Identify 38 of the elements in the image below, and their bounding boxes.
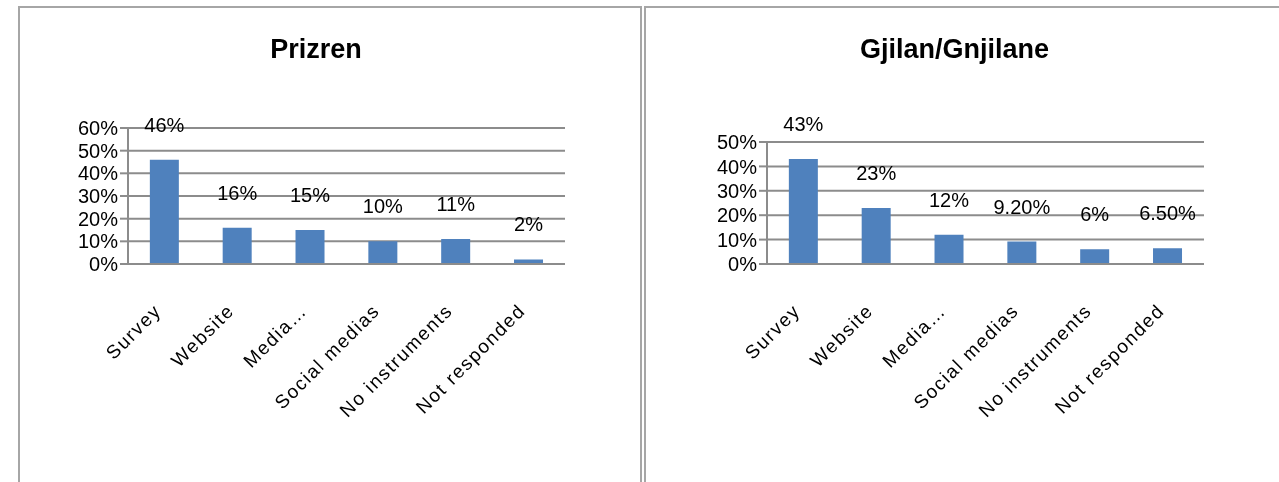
bar: [368, 241, 398, 264]
bar: [295, 230, 325, 264]
bar: [441, 239, 471, 264]
y-tick-label: 10%: [716, 228, 758, 251]
y-tick-label: 50%: [77, 139, 119, 162]
bar: [788, 159, 818, 264]
y-tick-label: 20%: [77, 207, 119, 230]
bar: [1007, 241, 1037, 264]
data-label: 11%: [436, 193, 476, 216]
data-label: 9.20%: [993, 195, 1051, 218]
bar: [1080, 249, 1110, 264]
data-label: 43%: [783, 113, 824, 136]
data-label: 2%: [514, 213, 544, 236]
y-tick-label: 30%: [716, 179, 758, 202]
chart-title: Gjilan/Gnjilane: [858, 34, 1050, 65]
y-tick-label: 10%: [77, 230, 119, 253]
data-label: 16%: [217, 181, 258, 204]
data-label: 6%: [1080, 203, 1110, 226]
data-label: 10%: [362, 195, 404, 218]
chart-title: Prizren: [269, 34, 363, 65]
data-label: 23%: [856, 161, 897, 184]
bar: [149, 159, 179, 264]
y-tick-label: 30%: [77, 185, 119, 208]
bar: [861, 207, 891, 264]
bar: [222, 227, 252, 264]
data-label: 15%: [290, 184, 331, 206]
bar: [934, 234, 964, 264]
y-tick-label: 40%: [77, 162, 119, 185]
data-label: 12%: [929, 188, 970, 211]
y-tick-label: 50%: [716, 131, 758, 154]
y-tick-label: 0%: [728, 253, 758, 276]
data-label: 46%: [144, 113, 185, 136]
y-tick-label: 0%: [89, 253, 119, 276]
y-tick-label: 20%: [716, 204, 758, 227]
y-tick-label: 60%: [77, 117, 119, 140]
data-label: 6.50%: [1139, 202, 1197, 225]
bar: [1153, 248, 1183, 264]
y-tick-label: 40%: [716, 155, 758, 178]
